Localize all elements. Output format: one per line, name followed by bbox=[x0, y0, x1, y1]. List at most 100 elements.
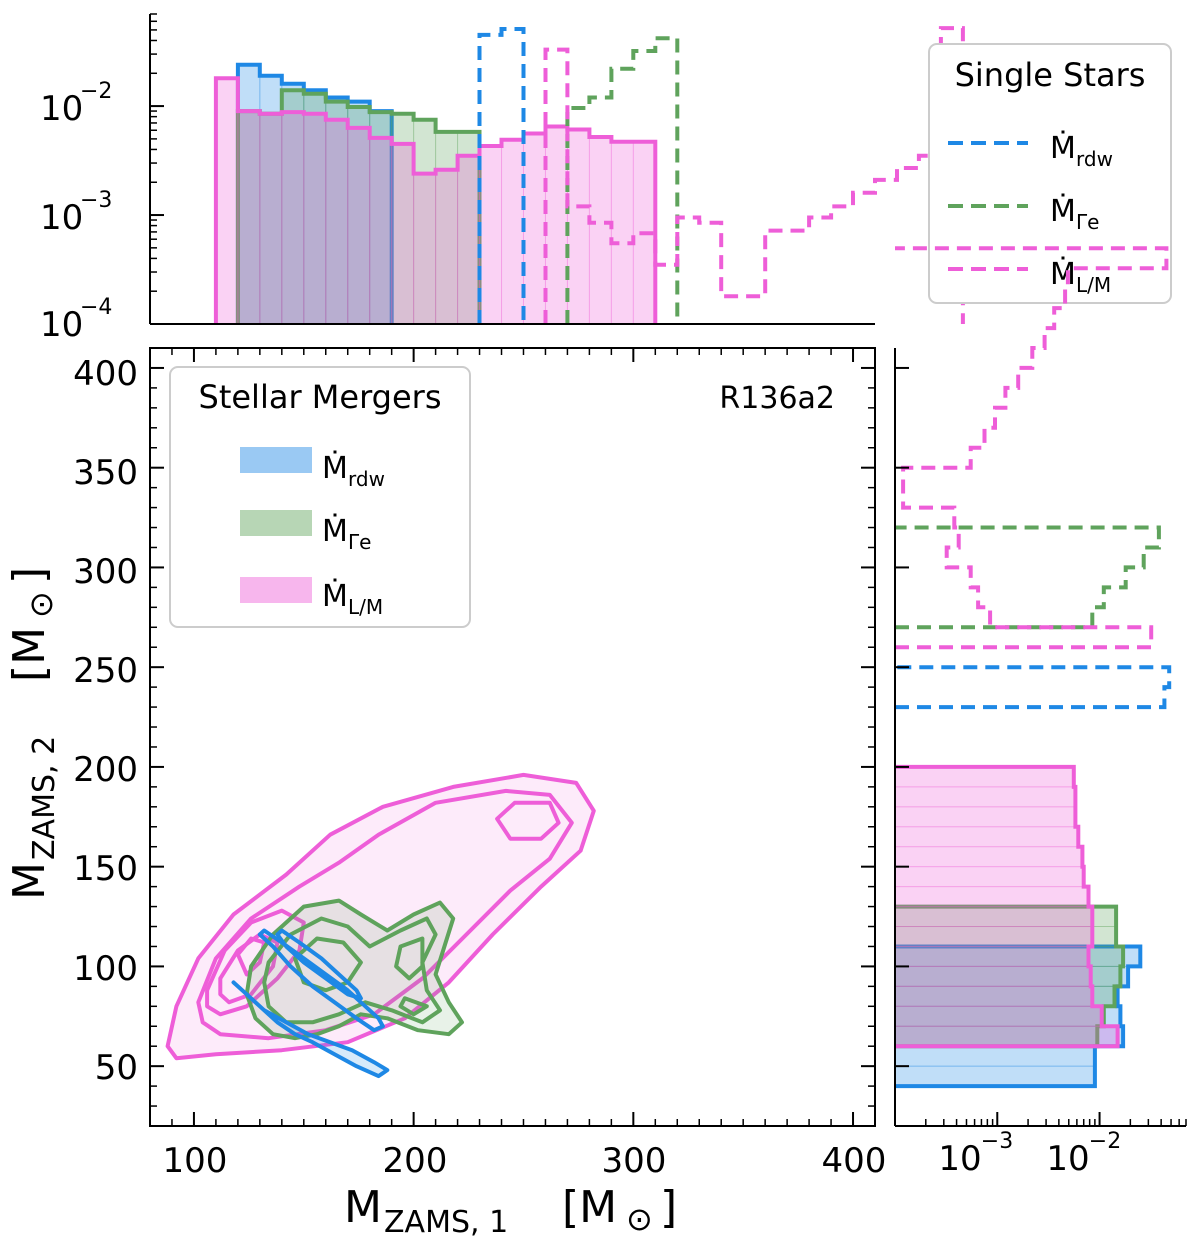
top-bar-2-1 bbox=[237, 110, 261, 325]
top-bar-2-13 bbox=[501, 139, 524, 325]
right-bar-2-10 bbox=[894, 826, 1079, 848]
right-series-0 bbox=[894, 944, 1143, 1089]
right-bar-0-0 bbox=[894, 1065, 1096, 1087]
top-bar-2-11 bbox=[457, 155, 481, 325]
right-xtick-label-1e-3: 10 −3 bbox=[938, 1129, 1013, 1179]
top-ytick-label-1e-2: 10 −2 bbox=[40, 79, 112, 129]
right-step-2 bbox=[895, 764, 1120, 1049]
top-bar-2-0 bbox=[215, 77, 239, 325]
top-ytick-base-0: 10 bbox=[40, 305, 83, 345]
contour-rdw-level-2 bbox=[275, 928, 363, 1001]
contour-Gamma_e-level-3 bbox=[394, 936, 425, 981]
right-bar-2-12 bbox=[894, 786, 1076, 808]
right-xtick-base-0: 10 bbox=[938, 1139, 981, 1179]
top-bar-2-5 bbox=[325, 119, 349, 325]
top-bar-2-17 bbox=[588, 136, 612, 325]
mergers-legend-frame bbox=[169, 366, 471, 628]
top-series-4 bbox=[565, 36, 680, 324]
top-bar-2-15 bbox=[544, 125, 568, 325]
main-frame bbox=[149, 347, 876, 1127]
right-bar-2-8 bbox=[894, 866, 1085, 888]
right-bar-2-9 bbox=[894, 846, 1083, 868]
right-bar-2-6 bbox=[894, 906, 1093, 928]
right-series-1 bbox=[894, 904, 1126, 1049]
top-bar-2-9 bbox=[413, 173, 437, 325]
contour-LM-level-0 bbox=[165, 772, 596, 1061]
top-bar-2-18 bbox=[610, 141, 634, 325]
right-xtick-exp-0: −3 bbox=[981, 1129, 1013, 1154]
x-axis-title-close: ] bbox=[660, 1182, 677, 1233]
single-legend-label-rdw: Ṁ bbox=[1050, 130, 1076, 166]
main-ytick-label-250: 250 bbox=[73, 651, 138, 691]
main-ytick-label-300: 300 bbox=[73, 552, 138, 592]
top-step-5 bbox=[543, 26, 965, 324]
single-legend-title: Single Stars bbox=[955, 56, 1146, 94]
right-bar-2-1 bbox=[894, 1005, 1103, 1027]
mergers-legend-label-rdw: Ṁ bbox=[322, 450, 348, 486]
right-xtick-exp-1: −2 bbox=[1089, 1129, 1121, 1154]
main-xtick-label-400: 400 bbox=[822, 1141, 887, 1181]
contour-Gamma_e-level-4 bbox=[398, 996, 429, 1017]
x-axis-title-sub: ZAMS, 1 bbox=[384, 1205, 508, 1236]
star-annotation: R136a2 bbox=[719, 381, 835, 416]
right-bar-2-13 bbox=[894, 766, 1075, 788]
right-bar-0-1 bbox=[894, 1045, 1096, 1067]
x-axis-title-sun: ⊙ bbox=[626, 1200, 653, 1236]
top-series-5 bbox=[543, 26, 965, 324]
single-legend-sub-lm: L/M bbox=[1076, 273, 1111, 297]
top-bar-2-7 bbox=[369, 137, 393, 325]
top-series-2 bbox=[213, 76, 658, 325]
top-bar-2-6 bbox=[347, 127, 371, 325]
contour-rdw-level-1 bbox=[257, 928, 385, 1033]
x-axis-title-unit: [M bbox=[562, 1182, 617, 1233]
contour-rdw-level-0 bbox=[231, 980, 390, 1079]
top-ytick-label-1e-3: 10 −3 bbox=[40, 188, 112, 238]
mergers-legend-sub-gamma: Γe bbox=[348, 530, 371, 554]
y-axis-title-sun: ⊙ bbox=[22, 591, 60, 618]
y-axis-title-close: ] bbox=[4, 567, 55, 584]
right-bar-2-4 bbox=[894, 945, 1090, 967]
right-bar-2-3 bbox=[894, 965, 1092, 987]
stellar-mergers-legend: Stellar Mergers Ṁ rdw Ṁ Γe Ṁ L/M bbox=[169, 366, 471, 628]
right-step-5 bbox=[895, 246, 1169, 650]
right-series-3 bbox=[895, 665, 1172, 710]
mergers-legend-title: Stellar Mergers bbox=[199, 378, 442, 416]
top-ytick-base-2: 10 bbox=[40, 89, 83, 129]
top-bar-2-10 bbox=[435, 169, 459, 325]
top-bar-2-3 bbox=[281, 111, 305, 325]
main-ytick-label-200: 200 bbox=[73, 750, 138, 790]
right-step-1 bbox=[895, 904, 1126, 1049]
mergers-legend-sub-lm: L/M bbox=[348, 595, 383, 619]
mergers-legend-swatch-rdw bbox=[240, 447, 312, 473]
x-axis-title-main: M bbox=[344, 1182, 382, 1233]
top-step-2 bbox=[213, 76, 658, 324]
top-ytick-exp-1: −3 bbox=[80, 188, 112, 213]
right-step-0 bbox=[895, 944, 1143, 1089]
top-bar-2-12 bbox=[479, 145, 503, 325]
right-bar-2-0 bbox=[894, 1025, 1119, 1047]
single-legend-frame bbox=[928, 43, 1172, 304]
top-series-1 bbox=[235, 88, 482, 325]
top-histogram-panel: 10 −2 10 −3 10 −4 bbox=[40, 13, 965, 345]
y-axis-title-unit: [M bbox=[4, 627, 55, 682]
mergers-legend-sub-rdw: rdw bbox=[348, 467, 385, 491]
x-axis-title: M ZAMS, 1 [M ⊙ ] bbox=[344, 1182, 677, 1236]
top-bar-2-16 bbox=[566, 128, 590, 325]
right-xtick-base-1: 10 bbox=[1046, 1139, 1089, 1179]
top-ytick-label-1e-4: 10 −4 bbox=[40, 295, 112, 345]
contour-LM-level-5 bbox=[495, 800, 561, 841]
top-step-3 bbox=[477, 27, 526, 324]
top-ytick-base-1: 10 bbox=[40, 198, 83, 238]
mergers-legend-swatch-lm bbox=[240, 577, 312, 603]
main-ytick-label-50: 50 bbox=[95, 1048, 138, 1088]
main-ytick-label-100: 100 bbox=[73, 949, 138, 989]
top-ytick-exp-2: −2 bbox=[80, 79, 112, 104]
right-histogram-panel: 10 −3 10 −2 bbox=[894, 246, 1187, 1179]
main-ytick-label-350: 350 bbox=[73, 453, 138, 493]
main-xtick-label-100: 100 bbox=[163, 1141, 228, 1181]
single-legend-sub-rdw: rdw bbox=[1076, 147, 1113, 171]
single-legend-label-lm: Ṁ bbox=[1050, 256, 1076, 292]
main-xtick-label-200: 200 bbox=[383, 1141, 448, 1181]
right-bar-2-2 bbox=[894, 985, 1093, 1007]
